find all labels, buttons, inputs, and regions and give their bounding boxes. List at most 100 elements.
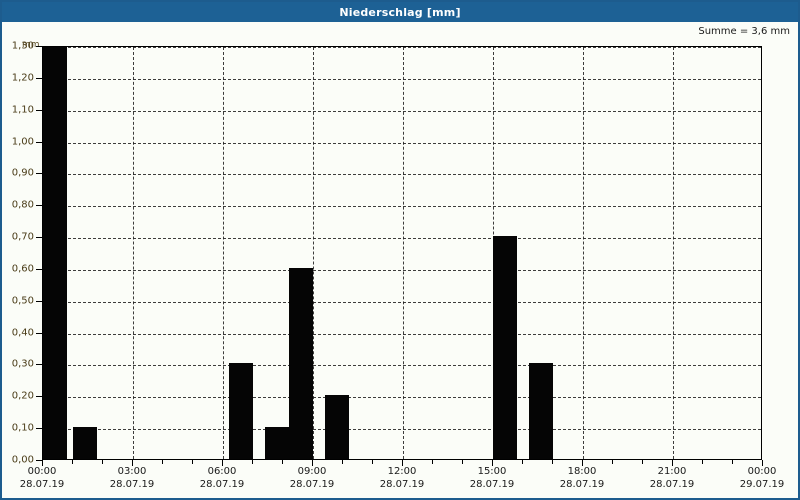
x-tick-mark [42,460,43,466]
y-tick-mark [36,141,42,143]
x-tick-mark [312,460,313,466]
x-tick-label: 09:00 28.07.19 [277,466,347,491]
y-tick-label: 0,30 [11,358,34,370]
x-tick-label: 15:00 28.07.19 [457,466,527,491]
y-tick-mark [36,364,42,366]
x-tick-mark [132,460,133,466]
gridline-vertical [583,47,584,459]
x-tick-date: 28.07.19 [199,479,245,490]
y-tick-label: 0,10 [11,422,34,434]
x-tick-date: 28.07.19 [469,479,515,490]
x-tick-label: 21:00 28.07.19 [637,466,707,491]
x-tick-mark [702,460,703,464]
x-tick-date: 29.07.19 [739,479,785,490]
y-tick-mark [36,237,42,239]
plot-area [42,46,762,460]
page-title: Niederschlag [mm] [339,5,461,19]
x-tick-label: 00:00 28.07.19 [7,466,77,491]
y-tick-mark [36,428,42,430]
x-tick-date: 28.07.19 [649,479,695,490]
gridline-horizontal [43,429,761,431]
x-tick-mark [252,460,253,464]
x-tick-mark [732,460,733,464]
x-tick-mark [672,460,673,466]
x-tick-mark [162,460,163,464]
gridline-horizontal [43,238,761,240]
gridline-vertical [223,47,224,459]
bar-0 [43,47,67,459]
y-tick-label: 1,30 [11,40,34,52]
bar-3 [265,427,289,459]
x-tick-mark [642,460,643,464]
x-tick-mark [372,460,373,464]
bar-1 [73,427,97,459]
y-tick-label: 0,70 [11,231,34,243]
x-tick-mark [612,460,613,464]
x-tick-mark [402,460,403,466]
x-tick-time: 06:00 [207,466,237,477]
x-tick-mark [552,460,553,464]
y-tick-mark [36,268,42,270]
x-tick-mark [72,460,73,464]
y-tick-label: 0,50 [11,295,34,307]
y-axis-unit-label: mm [22,40,40,50]
gridline-horizontal [43,301,761,303]
y-tick-mark [36,460,42,461]
y-tick-mark [36,109,42,111]
gridline-horizontal [43,397,761,399]
x-tick-time: 09:00 [297,466,327,477]
y-tick-mark [36,173,42,175]
y-tick-mark [36,77,42,79]
x-tick-time: 15:00 [477,466,507,477]
bar-2 [229,363,253,459]
y-tick-mark [36,332,42,334]
gridline-vertical [673,47,674,459]
y-tick-label: 1,10 [11,104,34,116]
x-tick-mark [102,460,103,464]
gridline-horizontal [43,78,761,80]
y-tick-label: 1,20 [11,72,34,84]
x-tick-time: 03:00 [117,466,147,477]
gridline-horizontal [43,174,761,176]
gridline-vertical [313,47,314,459]
gridline-horizontal [43,365,761,367]
window-title-bar: Niederschlag [mm] [2,2,798,22]
gridline-vertical [133,47,134,459]
x-tick-label: 12:00 28.07.19 [367,466,437,491]
bar-4 [289,267,313,459]
sum-annotation: Summe = 3,6 mm [698,26,790,37]
x-tick-mark [222,460,223,466]
x-tick-label: 03:00 28.07.19 [97,466,167,491]
y-tick-label: 0,90 [11,167,34,179]
gridline-horizontal [43,333,761,335]
y-tick-label: 0,80 [11,199,34,211]
y-tick-label: 0,20 [11,390,34,402]
x-tick-mark [762,460,763,466]
x-tick-date: 28.07.19 [109,479,155,490]
x-tick-date: 28.07.19 [379,479,425,490]
x-tick-time: 12:00 [387,466,417,477]
y-tick-mark [36,46,42,47]
x-tick-mark [282,460,283,464]
y-tick-label: 0,40 [11,327,34,339]
gridline-horizontal [43,110,761,112]
gridline-horizontal [43,206,761,208]
x-tick-mark [192,460,193,464]
gridline-horizontal [43,269,761,271]
gridline-vertical [403,47,404,459]
y-tick-mark [36,300,42,302]
x-tick-mark [342,460,343,464]
x-tick-date: 28.07.19 [289,479,335,490]
x-tick-time: 18:00 [567,466,597,477]
bar-7 [529,363,553,459]
x-tick-mark [432,460,433,464]
x-tick-label: 18:00 28.07.19 [547,466,617,491]
x-tick-mark [522,460,523,464]
y-tick-label: 0,00 [11,454,34,466]
x-tick-label: 00:00 29.07.19 [727,466,797,491]
x-tick-mark [582,460,583,466]
x-tick-time: 00:00 [747,466,777,477]
x-tick-time: 00:00 [27,466,57,477]
x-tick-date: 28.07.19 [19,479,65,490]
